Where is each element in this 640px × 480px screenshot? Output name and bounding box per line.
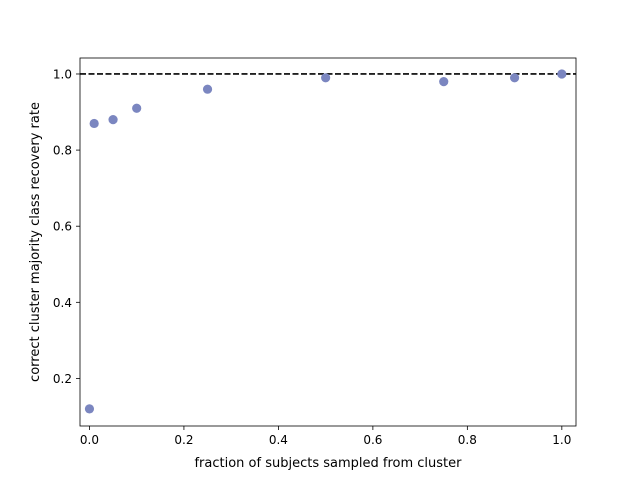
data-point [84, 404, 95, 414]
data-point [108, 115, 118, 125]
plot-area-frame [79, 57, 577, 427]
y-tick-label: 0.4 [53, 296, 72, 310]
y-tick-label: 1.0 [53, 67, 72, 81]
x-tick-label: 0.4 [269, 433, 288, 447]
data-point [439, 76, 449, 87]
data-point [89, 118, 99, 129]
x-axis-label: fraction of subjects sampled from cluste… [194, 456, 462, 471]
x-tick-label: 0.2 [174, 433, 193, 447]
data-point [509, 73, 520, 83]
data-point [202, 84, 213, 94]
y-axis-label: correct cluster majority class recovery … [28, 102, 43, 382]
scatter-points [84, 69, 567, 414]
x-tick-label: 1.0 [552, 433, 571, 447]
data-point [132, 103, 142, 113]
x-tick-label: 0.8 [458, 433, 477, 447]
x-tick-label: 0.0 [80, 433, 99, 447]
y-axis-ticks: 0.2 0.4 0.6 0.8 1.0 [53, 67, 80, 386]
y-tick-label: 0.8 [53, 144, 72, 158]
y-tick-label: 0.6 [53, 220, 72, 234]
y-tick-label: 0.2 [53, 372, 72, 386]
data-point [321, 73, 331, 83]
x-axis-ticks: 0.0 0.2 0.4 0.6 0.8 1.0 [80, 426, 571, 447]
x-tick-label: 0.6 [363, 433, 382, 447]
data-point [557, 69, 567, 79]
